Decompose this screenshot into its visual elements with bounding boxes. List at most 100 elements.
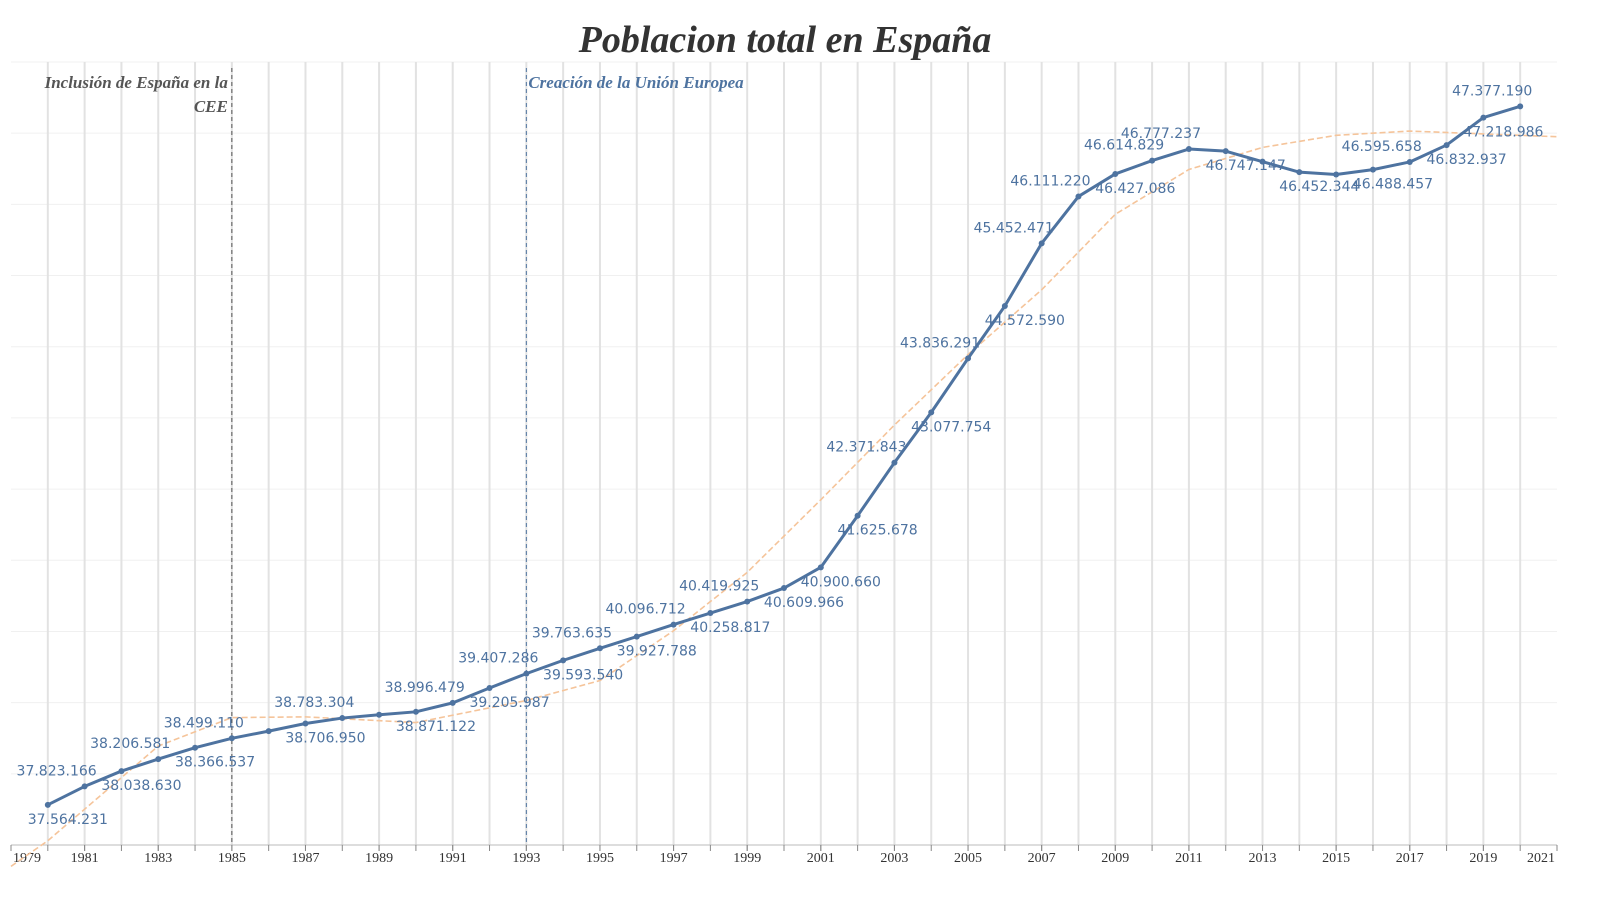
data-point [1185, 146, 1192, 153]
data-point [596, 645, 603, 652]
data-label: 46.832.937 [1426, 152, 1506, 168]
annotation-text: Creación de la Unión Europea [528, 73, 744, 92]
data-point [744, 598, 751, 605]
data-label: 40.258.817 [690, 620, 770, 636]
data-point [560, 657, 567, 664]
data-label: 42.371.843 [826, 440, 906, 456]
data-label: 40.609.966 [764, 595, 844, 611]
data-label: 39.927.788 [617, 644, 697, 660]
data-point [965, 355, 972, 362]
x-tick-label: 1997 [660, 851, 688, 866]
x-tick-label: 1985 [218, 851, 246, 866]
annotation-text: Inclusión de España en la [44, 73, 229, 92]
x-tick-label: 2009 [1101, 851, 1129, 866]
data-point [228, 735, 235, 742]
x-tick-label: 2021 [1527, 851, 1555, 866]
x-tick-label: 1987 [291, 851, 319, 866]
data-label: 46.427.086 [1095, 181, 1175, 197]
data-point [1075, 193, 1082, 200]
data-point [449, 699, 456, 706]
data-point [265, 728, 272, 735]
x-tick-label: 2001 [807, 851, 835, 866]
data-label: 45.452.471 [974, 220, 1054, 236]
x-tick-label: 2005 [954, 851, 982, 866]
data-point [891, 459, 898, 466]
x-tick-label: 2011 [1175, 851, 1202, 866]
x-tick-label: 2019 [1469, 851, 1497, 866]
data-point [1112, 170, 1119, 177]
data-point [1222, 148, 1229, 155]
data-label: 40.096.712 [605, 602, 685, 618]
data-point [1369, 166, 1376, 173]
data-point [412, 708, 419, 715]
x-tick-label: 1979 [13, 851, 41, 866]
data-label: 39.205.987 [469, 695, 549, 711]
data-label: 46.777.237 [1121, 126, 1201, 142]
data-label: 46.111.220 [1010, 173, 1090, 189]
data-point [1480, 114, 1487, 121]
data-point [376, 711, 383, 718]
data-point [1038, 240, 1045, 247]
data-label: 40.900.660 [801, 574, 881, 590]
x-tick-label: 2003 [880, 851, 908, 866]
data-point [44, 801, 51, 808]
data-point [118, 768, 125, 775]
data-label: 41.625.678 [838, 523, 918, 539]
data-label: 38.366.537 [175, 755, 255, 771]
data-point [1406, 158, 1413, 165]
data-label: 39.763.635 [532, 625, 612, 641]
data-point [155, 756, 162, 763]
data-point [1149, 157, 1156, 164]
data-point [707, 610, 714, 617]
data-label: 38.871.122 [396, 719, 476, 735]
data-label: 46.747.147 [1206, 158, 1286, 174]
x-tick-label: 1989 [365, 851, 393, 866]
x-tick-label: 1993 [512, 851, 540, 866]
data-label: 44.572.590 [985, 313, 1065, 329]
x-tick-label: 1995 [586, 851, 614, 866]
data-label: 37.564.231 [28, 812, 108, 828]
x-tick-label: 1981 [71, 851, 99, 866]
data-label: 38.706.950 [285, 730, 365, 746]
data-label: 38.996.479 [385, 680, 465, 696]
x-tick-label: 1991 [439, 851, 467, 866]
x-tick-label: 2007 [1028, 851, 1056, 866]
data-label: 37.823.166 [17, 763, 97, 779]
data-label: 43.836.291 [900, 335, 980, 351]
data-point [1259, 158, 1266, 165]
x-tick-label: 1999 [733, 851, 761, 866]
x-tick-label: 2013 [1249, 851, 1277, 866]
chart-title: Poblacion total en España [578, 19, 992, 61]
data-label: 39.407.286 [458, 651, 538, 667]
annotation-text: CEE [194, 97, 228, 116]
data-point [339, 715, 346, 722]
data-label: 43.077.754 [911, 419, 991, 435]
data-point [81, 783, 88, 790]
data-point [854, 512, 861, 519]
data-point [1333, 171, 1340, 178]
data-point [192, 744, 199, 751]
data-point [1443, 142, 1450, 149]
data-point [523, 670, 530, 677]
data-point [486, 684, 493, 691]
data-point [1296, 169, 1303, 176]
data-point [781, 585, 787, 592]
data-label: 39.593.540 [543, 667, 623, 683]
data-point [1517, 103, 1524, 110]
data-label: 47.377.190 [1452, 83, 1532, 99]
data-label: 38.206.581 [90, 736, 170, 752]
x-tick-label: 2015 [1322, 851, 1350, 866]
data-label: 46.595.658 [1342, 139, 1422, 155]
data-point [817, 564, 824, 571]
data-label: 46.614.829 [1084, 138, 1164, 154]
data-point [670, 621, 677, 628]
data-label: 40.419.925 [679, 579, 759, 595]
data-label: 46.452.344 [1279, 179, 1359, 195]
data-point [1001, 302, 1008, 309]
data-point [928, 409, 935, 416]
data-point [633, 633, 640, 640]
data-label: 46.488.457 [1353, 177, 1433, 193]
data-label: 47.218.986 [1463, 125, 1543, 141]
data-label: 38.038.630 [101, 778, 181, 794]
